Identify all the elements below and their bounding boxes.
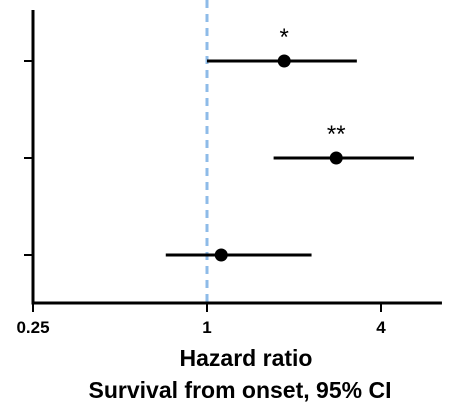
point-estimate-row-2 bbox=[329, 151, 343, 165]
point-estimate-row-1 bbox=[277, 54, 291, 68]
significance-marker-row-2: ** bbox=[327, 121, 346, 148]
x-tick-label-1: 1 bbox=[202, 318, 211, 337]
tick-labels-layer: 0.25 1 4 bbox=[16, 318, 386, 337]
x-tick-label-0.25: 0.25 bbox=[16, 318, 49, 337]
significance-marker-row-1: * bbox=[280, 24, 289, 51]
data-marks-layer: *** bbox=[165, 24, 414, 262]
x-axis-title: Hazard ratio bbox=[180, 345, 313, 371]
axes-layer bbox=[24, 10, 442, 312]
x-axis-subtitle: Survival from onset, 95% CI bbox=[89, 377, 392, 403]
x-tick-label-4: 4 bbox=[376, 318, 386, 337]
point-estimate-row-3 bbox=[214, 248, 228, 262]
